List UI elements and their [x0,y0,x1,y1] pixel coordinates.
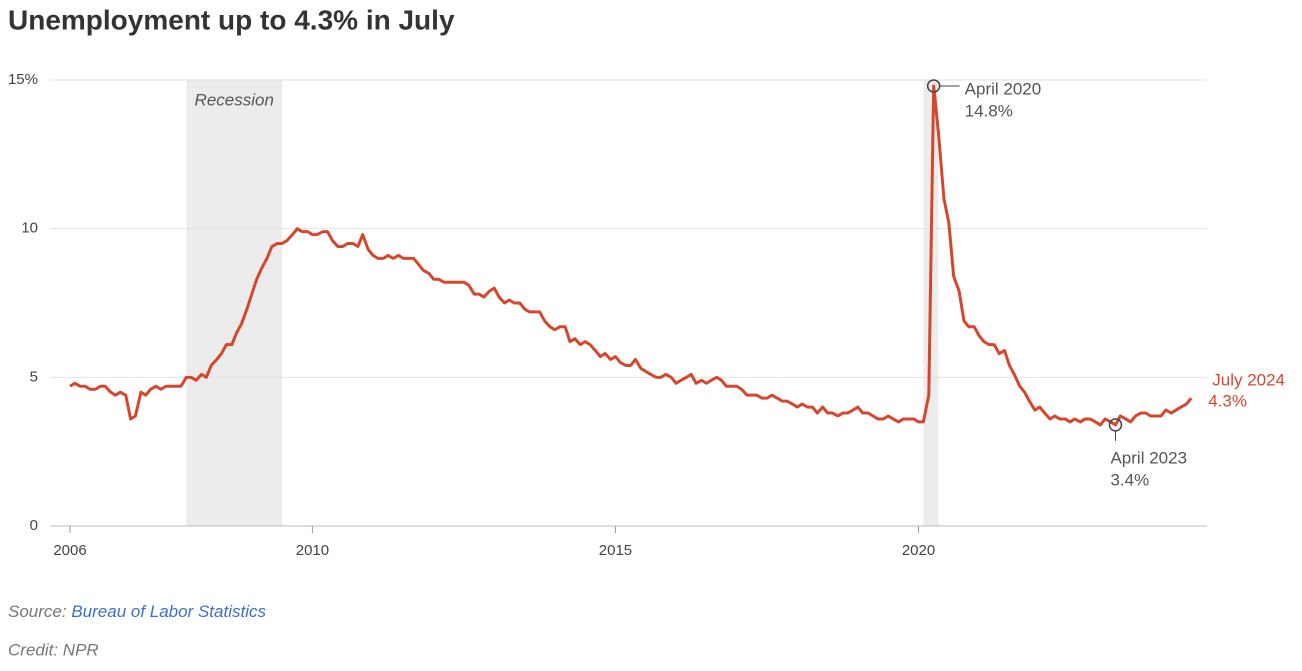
recession-band [186,80,283,526]
annotation-label: April 2023 [1110,448,1187,467]
x-tick-label: 2020 [902,542,935,559]
y-tick-label: 10 [21,220,38,237]
credit: Credit: NPR [8,640,99,659]
y-tick-label: 15% [8,71,38,88]
line [69,84,1193,427]
source-link[interactable]: Bureau of Labor Statistics [71,602,266,621]
x-tick-label: 2006 [53,542,86,559]
y-tick-label: 5 [30,368,38,385]
recession-label: Recession [195,90,274,109]
end-value-label: 4.3% [1208,392,1247,411]
x-tick-label: 2010 [296,542,329,559]
source: Source: Bureau of Labor Statistics [8,602,266,621]
annotation-value: 3.4% [1110,470,1149,489]
x-tick-label: 2015 [599,542,632,559]
chart-title: Unemployment up to 4.3% in July [8,4,455,35]
annotation-value: 14.8% [965,101,1013,120]
source-label: Source: [8,602,67,621]
end-label: July 2024 [1212,371,1285,390]
y-tick-label: 0 [30,517,38,534]
annotation-label: April 2020 [965,79,1042,98]
